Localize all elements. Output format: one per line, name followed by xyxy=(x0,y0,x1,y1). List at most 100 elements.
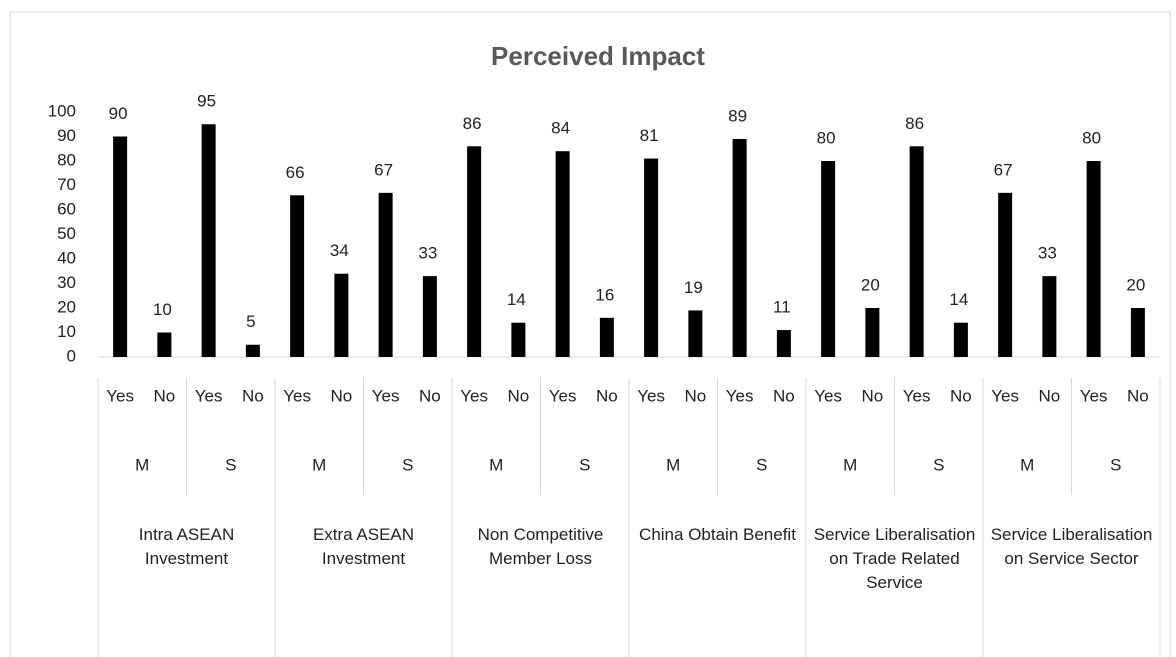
x-tick-label: Yes xyxy=(283,386,311,405)
group-label: Extra ASEAN Investment xyxy=(312,525,415,568)
chart-title: Perceived Impact xyxy=(491,41,705,71)
bar xyxy=(644,158,659,357)
bar xyxy=(334,273,349,357)
bar xyxy=(290,195,305,357)
x-tick-label: No xyxy=(773,386,795,405)
value-label: 20 xyxy=(861,275,880,294)
value-label: 80 xyxy=(817,128,836,147)
x-tick-label: No xyxy=(331,386,353,405)
x-tick-label: No xyxy=(950,386,972,405)
x-tick-label: Yes xyxy=(726,386,754,405)
value-label: 34 xyxy=(330,241,349,260)
bar xyxy=(555,151,570,357)
subgroup-label: S xyxy=(402,455,413,474)
value-label: 67 xyxy=(374,160,393,179)
subgroup-label: M xyxy=(843,455,857,474)
value-label: 5 xyxy=(246,312,255,331)
bar xyxy=(1042,276,1057,357)
x-tick-label: No xyxy=(862,386,884,405)
value-label: 90 xyxy=(109,104,128,123)
x-tick-label: Yes xyxy=(903,386,931,405)
y-tick-label: 70 xyxy=(57,175,76,194)
bar xyxy=(599,317,614,357)
value-label: 20 xyxy=(1126,275,1145,294)
group-label: Non Competitive Member Loss xyxy=(477,525,604,568)
x-tick-label: No xyxy=(242,386,264,405)
bar xyxy=(157,332,172,357)
x-tick-label: Yes xyxy=(1080,386,1108,405)
value-label: 81 xyxy=(640,126,659,145)
y-tick-label: 0 xyxy=(67,346,76,365)
subgroup-label: S xyxy=(1110,455,1121,474)
y-tick-label: 60 xyxy=(57,199,76,218)
x-tick-label: No xyxy=(1039,386,1061,405)
y-tick-label: 50 xyxy=(57,224,76,243)
y-tick-label: 80 xyxy=(57,150,76,169)
value-label: 33 xyxy=(418,244,437,263)
value-label: 11 xyxy=(773,298,791,317)
subgroup-label: M xyxy=(489,455,503,474)
bar xyxy=(776,330,791,357)
bar xyxy=(422,276,437,357)
bar xyxy=(113,136,128,357)
value-label: 95 xyxy=(197,92,216,111)
group-label: Service Liberalisation on Service Sector xyxy=(990,525,1153,568)
bar xyxy=(865,308,880,357)
y-tick-label: 30 xyxy=(57,273,76,292)
group-label: Intra ASEAN Investment xyxy=(138,525,235,568)
bar xyxy=(1130,308,1145,357)
bar xyxy=(245,344,260,357)
y-tick-label: 10 xyxy=(57,322,76,341)
x-tick-label: Yes xyxy=(637,386,665,405)
value-label: 80 xyxy=(1082,128,1101,147)
value-label: 16 xyxy=(595,285,614,304)
group-label: China Obtain Benefit xyxy=(639,525,796,544)
x-tick-label: No xyxy=(508,386,530,405)
value-label: 33 xyxy=(1038,244,1057,263)
bar xyxy=(688,310,703,357)
subgroup-label: M xyxy=(135,455,149,474)
value-label: 14 xyxy=(507,290,526,309)
bar xyxy=(821,161,836,357)
subgroup-label: M xyxy=(312,455,326,474)
x-tick-label: No xyxy=(596,386,618,405)
value-label: 86 xyxy=(905,114,924,133)
x-tick-label: No xyxy=(154,386,176,405)
bar xyxy=(909,146,924,357)
y-tick-label: 20 xyxy=(57,297,76,316)
y-tick-label: 40 xyxy=(57,248,76,267)
subgroup-label: M xyxy=(1020,455,1034,474)
group-label: Service Liberalisation on Trade Related … xyxy=(813,525,976,592)
value-label: 66 xyxy=(286,163,305,182)
value-label: 84 xyxy=(551,119,570,138)
bar xyxy=(467,146,482,357)
x-tick-label: Yes xyxy=(814,386,842,405)
x-tick-label: Yes xyxy=(549,386,577,405)
value-label: 89 xyxy=(728,106,747,125)
x-tick-label: Yes xyxy=(991,386,1019,405)
bar xyxy=(1086,161,1101,357)
bar xyxy=(511,322,526,357)
subgroup-label: M xyxy=(666,455,680,474)
x-tick-label: Yes xyxy=(372,386,400,405)
x-tick-label: No xyxy=(419,386,441,405)
subgroup-label: S xyxy=(579,455,590,474)
y-tick-label: 100 xyxy=(48,101,76,120)
value-label: 14 xyxy=(949,290,968,309)
y-tick-label: 90 xyxy=(57,126,76,145)
bar xyxy=(201,124,216,357)
x-tick-label: No xyxy=(685,386,707,405)
subgroup-label: S xyxy=(756,455,767,474)
bar xyxy=(953,322,968,357)
value-label: 10 xyxy=(153,300,172,319)
subgroup-label: S xyxy=(933,455,944,474)
value-label: 86 xyxy=(463,114,482,133)
x-tick-label: Yes xyxy=(195,386,223,405)
x-tick-label: Yes xyxy=(460,386,488,405)
bar xyxy=(732,138,747,357)
bar xyxy=(378,192,393,357)
x-tick-label: Yes xyxy=(106,386,134,405)
x-tick-label: No xyxy=(1127,386,1149,405)
